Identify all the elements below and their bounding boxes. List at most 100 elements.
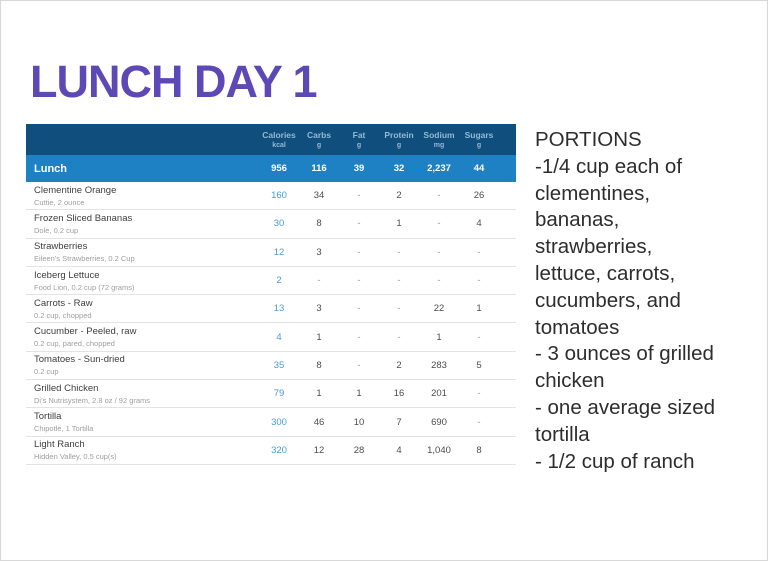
food-row: Carrots - Raw 0.2 cup, chopped 13 3 - - 22 1	[26, 295, 516, 324]
food-detail: 0.2 cup	[34, 367, 59, 377]
nutrient-value: 4	[476, 218, 482, 230]
portion-line: clementines,	[535, 181, 651, 205]
food-name-cell: Carrots - Raw 0.2 cup, chopped	[26, 298, 259, 320]
nutrient-value: 13	[273, 303, 285, 315]
food-name: Clementine Orange	[34, 184, 117, 196]
portion-line: - 3 ounces of grilled	[535, 342, 714, 366]
nutrient-value: -	[397, 303, 401, 315]
table-header-row: Calories kcal Carbs g Fat g Protein g So…	[26, 124, 516, 155]
lunch-total-label: Lunch	[34, 162, 67, 175]
nutrient-value: 690	[431, 416, 447, 428]
food-name-cell: Strawberries Eileen's Strawberries, 0.2 …	[26, 241, 259, 263]
portions-text: PORTIONS -1/4 cup each of clementines, bana…	[535, 127, 765, 475]
total-value: 39	[353, 163, 365, 174]
nutrient-value: 10	[353, 416, 365, 428]
nutrient-value: 300	[271, 416, 287, 428]
food-values: 30 8 - 1 - 4	[259, 218, 516, 229]
nutrient-value: 283	[431, 359, 447, 371]
nutrient-value: 4	[276, 331, 282, 343]
food-row: Light Ranch Hidden Valley, 0.5 cup(s) 32…	[26, 437, 516, 465]
portion-line: bananas,	[535, 208, 620, 232]
column-header: Calories kcal	[259, 130, 299, 150]
nutrient-value: 1	[476, 303, 482, 315]
nutrient-value: -	[397, 331, 401, 343]
food-detail: Dole, 0.2 cup	[34, 225, 79, 235]
nutrient-value: 79	[273, 388, 285, 400]
food-detail: Hidden Valley, 0.5 cup(s)	[34, 452, 117, 462]
column-label: Sugars	[464, 129, 494, 140]
nutrient-value: 7	[396, 416, 402, 428]
nutrient-value: 201	[431, 388, 447, 400]
nutrient-value: 12	[273, 246, 285, 258]
nutrient-value: 1,040	[427, 444, 451, 456]
food-name-cell: Tortilla Chipotle, 1 Tortilla	[26, 411, 259, 433]
food-values: 12 3 - - - -	[259, 247, 516, 258]
food-detail: Cuttie, 2 ounce	[34, 197, 85, 207]
column-unit: g	[356, 141, 362, 149]
portion-line: lettuce, carrots,	[535, 261, 676, 285]
portion-line: -1/4 cup each of	[535, 154, 683, 178]
food-name-cell: Tomatoes - Sun-dried 0.2 cup	[26, 354, 259, 376]
column-header: Fat g	[339, 130, 379, 150]
nutrient-value: -	[397, 275, 401, 287]
column-header: Protein g	[379, 130, 419, 150]
food-detail: Food Lion, 0.2 cup (72 grams)	[34, 282, 135, 292]
nutrient-value: 4	[396, 444, 402, 456]
food-name-cell: Frozen Sliced Bananas Dole, 0.2 cup	[26, 213, 259, 235]
nutrient-value: 2	[276, 275, 282, 287]
nutrient-value: 26	[473, 190, 485, 202]
food-name: Frozen Sliced Bananas	[34, 212, 133, 224]
page-title: LUNCH DAY 1	[30, 56, 318, 107]
food-name-cell: Grilled Chicken Di's Nutrisystem, 2.8 oz…	[26, 383, 259, 405]
table-header-columns: Calories kcal Carbs g Fat g Protein g So…	[259, 130, 516, 150]
nutrient-value: -	[317, 275, 321, 287]
nutrient-value: -	[437, 190, 441, 202]
nutrient-value: -	[477, 388, 481, 400]
nutrient-value: -	[477, 246, 481, 258]
nutrient-value: -	[477, 275, 481, 287]
column-unit: mg	[433, 141, 445, 149]
column-label: Protein	[384, 129, 414, 140]
food-values: 13 3 - - 22 1	[259, 303, 516, 314]
portion-line: - 1/2 cup of ranch	[535, 449, 695, 473]
total-value: 116	[311, 163, 327, 174]
food-detail: 0.2 cup, chopped	[34, 310, 92, 320]
column-unit: g	[476, 141, 482, 149]
nutrient-value: -	[357, 246, 361, 258]
nutrient-value: -	[437, 275, 441, 287]
nutrient-value: 22	[433, 303, 445, 315]
food-values: 300 46 10 7 690 -	[259, 417, 516, 428]
total-value: 44	[473, 163, 485, 174]
column-unit: g	[396, 141, 402, 149]
nutrient-value: 3	[316, 303, 322, 315]
food-values: 79 1 1 16 201 -	[259, 388, 516, 399]
total-value: 32	[393, 163, 405, 174]
lunch-total-row: Lunch 956 116 39 32 2,237 44	[26, 155, 516, 182]
food-name: Carrots - Raw	[34, 297, 93, 309]
column-label: Calories	[262, 129, 296, 140]
nutrient-value: -	[477, 416, 481, 428]
column-label: Fat	[352, 129, 366, 140]
column-label: Sodium	[423, 129, 455, 140]
nutrient-value: 1	[396, 218, 402, 230]
portion-line: chicken	[535, 369, 605, 393]
food-row: Frozen Sliced Bananas Dole, 0.2 cup 30 8 -…	[26, 210, 516, 239]
nutrient-value: -	[357, 303, 361, 315]
food-values: 320 12 28 4 1,040 8	[259, 445, 516, 456]
column-unit: kcal	[272, 141, 286, 149]
column-header: Sugars g	[459, 130, 499, 150]
food-row: Strawberries Eileen's Strawberries, 0.2 …	[26, 239, 516, 267]
column-label: Carbs	[306, 129, 332, 140]
nutrient-value: 1	[436, 331, 442, 343]
nutrient-value: -	[437, 218, 441, 230]
food-name: Grilled Chicken	[34, 382, 99, 394]
food-name-cell: Iceberg Lettuce Food Lion, 0.2 cup (72 g…	[26, 270, 259, 292]
portion-line: PORTIONS	[535, 128, 642, 151]
nutrient-value: 8	[316, 218, 322, 230]
nutrient-value: -	[357, 275, 361, 287]
portion-line: tomatoes	[535, 315, 620, 339]
nutrient-value: 46	[313, 416, 325, 428]
nutrient-value: 28	[353, 444, 365, 456]
food-name-cell: Clementine Orange Cuttie, 2 ounce	[26, 185, 259, 207]
food-row: Tortilla Chipotle, 1 Tortilla 300 46 10 7 69…	[26, 408, 516, 437]
